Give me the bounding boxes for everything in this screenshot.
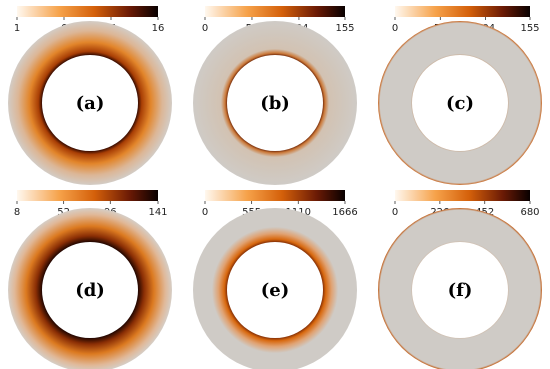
colorbar-tick-label: 16: [152, 23, 165, 34]
colorbar: [395, 190, 530, 201]
colorbar: [205, 6, 345, 17]
colorbar-tick-label: 0: [392, 207, 398, 218]
annulus-field: [378, 208, 542, 369]
colorbar-tick-label: 1: [14, 23, 20, 34]
colorbar-tick-label: 0: [202, 207, 208, 218]
colorbar-tick-label: 0: [392, 23, 398, 34]
colorbar-tick-label: 1666: [332, 207, 357, 218]
panel-label: (a): [76, 93, 105, 114]
colorbar-tick-label: 680: [520, 207, 539, 218]
colorbar: [17, 190, 158, 201]
colorbar-tick-label: 141: [148, 207, 167, 218]
panel-label: (c): [446, 93, 474, 114]
annulus-field: [193, 20, 358, 186]
colorbar-tick-label: 8: [14, 207, 20, 218]
annulus-field: [8, 208, 172, 369]
annulus-field: [193, 208, 357, 369]
colorbar: [395, 6, 530, 17]
colorbar: [17, 6, 158, 17]
annulus-field: [7, 20, 172, 186]
panel-label: (f): [448, 280, 473, 301]
panel-label: (d): [75, 280, 105, 301]
colorbar: [205, 190, 345, 201]
annulus-field: [378, 21, 542, 185]
panel-label: (e): [261, 280, 290, 301]
colorbar-tick-label: 0: [202, 23, 208, 34]
panel-label: (b): [260, 93, 290, 114]
colorbar-tick-label: 155: [520, 23, 539, 34]
colorbar-tick-label: 155: [335, 23, 354, 34]
